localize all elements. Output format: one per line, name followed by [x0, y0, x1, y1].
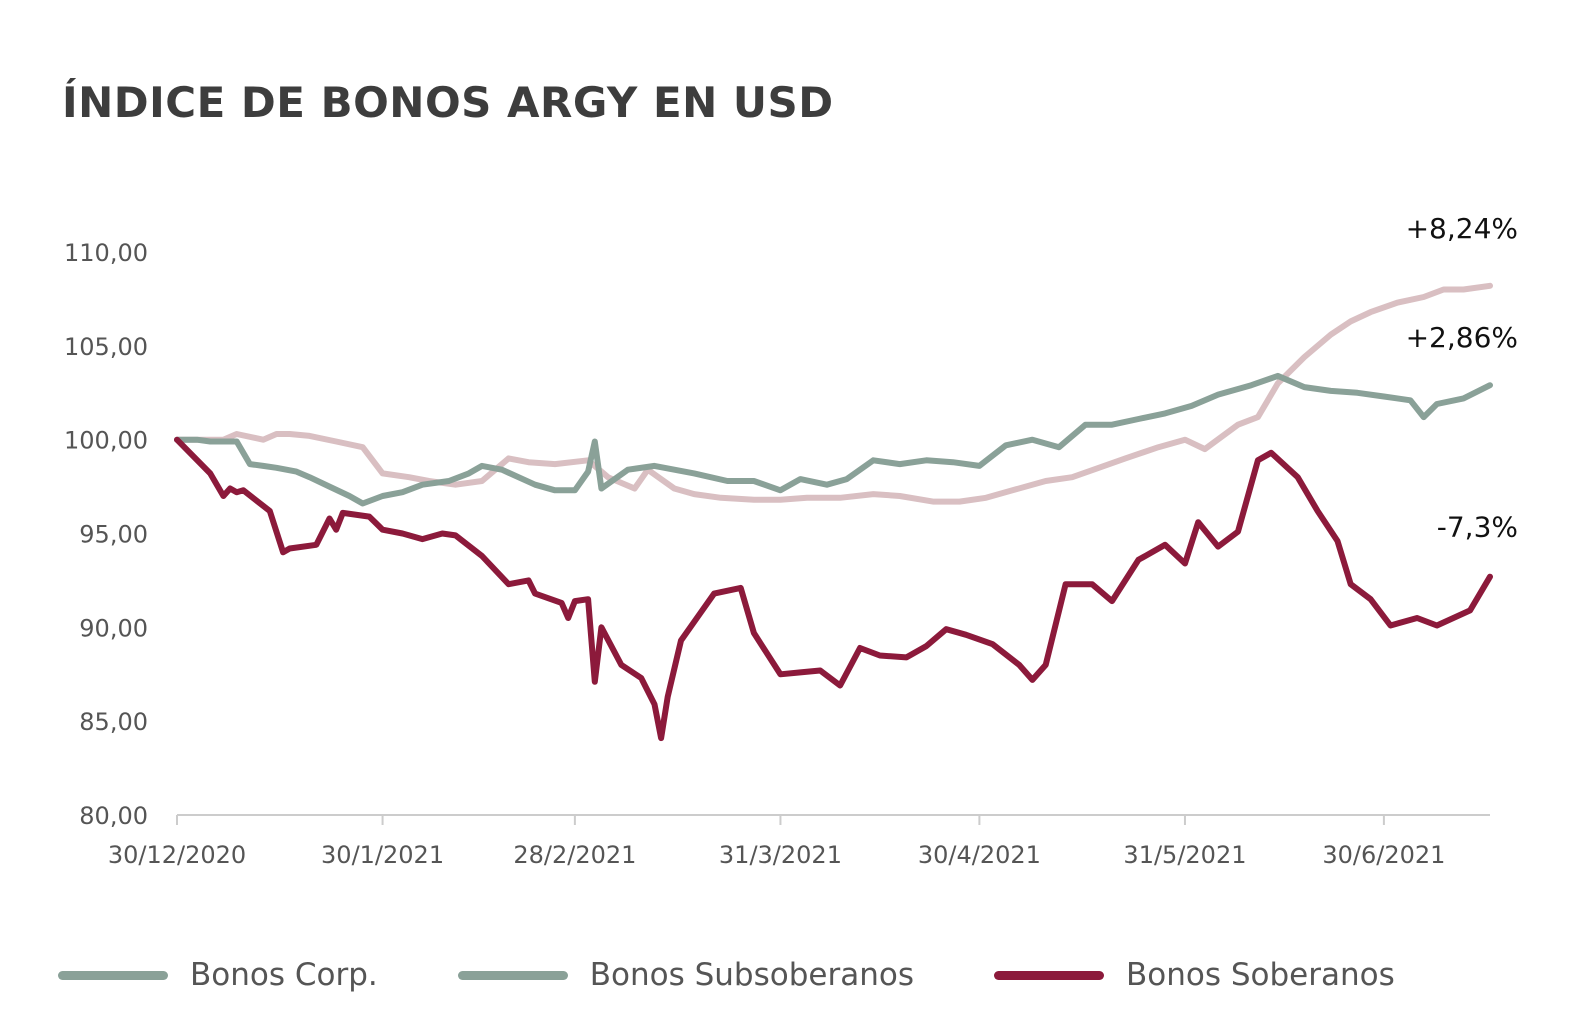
x-tick-label: 30/6/2021	[1322, 841, 1445, 869]
legend-swatch-subsoberanos	[457, 970, 568, 980]
x-tick-label: 30/1/2021	[321, 841, 444, 869]
legend-label-soberanos: Bonos Soberanos	[1125, 957, 1395, 993]
legend-item-soberanos[interactable]: Bonos Soberanos	[993, 957, 1395, 993]
y-tick-label: 110,00	[64, 239, 148, 267]
x-tick-label: 30/12/2020	[108, 841, 246, 869]
x-tick-label: 31/3/2021	[719, 841, 842, 869]
y-tick-label: 100,00	[64, 427, 148, 455]
y-axis: 80,00 85,00 90,00 95,00 100,00 105,00 110,00	[64, 239, 148, 830]
legend-label-corp: Bonos Corp.	[190, 957, 378, 993]
series-lines	[174, 282, 1493, 742]
end-value-label: -7,3%	[1437, 511, 1518, 544]
x-tick-label: 31/5/2021	[1123, 841, 1246, 869]
end-value-label: +2,86%	[1406, 321, 1518, 354]
x-tick-label: 28/2/2021	[513, 841, 636, 869]
legend-swatch-soberanos	[993, 970, 1104, 980]
series-line-1	[174, 282, 1493, 505]
legend-item-subsoberanos[interactable]: Bonos Subsoberanos	[457, 957, 914, 993]
y-tick-label: 95,00	[79, 521, 148, 549]
legend-item-corp[interactable]: Bonos Corp.	[58, 957, 378, 993]
chart-title: ÍNDICE DE BONOS ARGY EN USD	[62, 78, 834, 127]
end-labels: +8,24% +2,86% -7,3%	[1406, 212, 1518, 544]
end-value-label: +8,24%	[1406, 212, 1518, 245]
y-tick-label: 105,00	[64, 333, 148, 361]
legend: Bonos Corp. Bonos Subsoberanos Bonos Sob…	[58, 950, 1475, 1000]
legend-label-subsoberanos: Bonos Subsoberanos	[589, 957, 914, 993]
y-tick-label: 90,00	[79, 614, 148, 642]
x-axis: 30/12/2020 30/1/2021 28/2/2021 31/3/2021 30/…	[108, 814, 1490, 869]
x-tick-label: 30/4/2021	[918, 841, 1041, 869]
y-tick-label: 80,00	[79, 802, 148, 830]
y-tick-label: 85,00	[79, 708, 148, 736]
series-line-3	[174, 436, 1493, 742]
series-line-2	[174, 372, 1493, 507]
legend-swatch-corp	[58, 970, 168, 980]
